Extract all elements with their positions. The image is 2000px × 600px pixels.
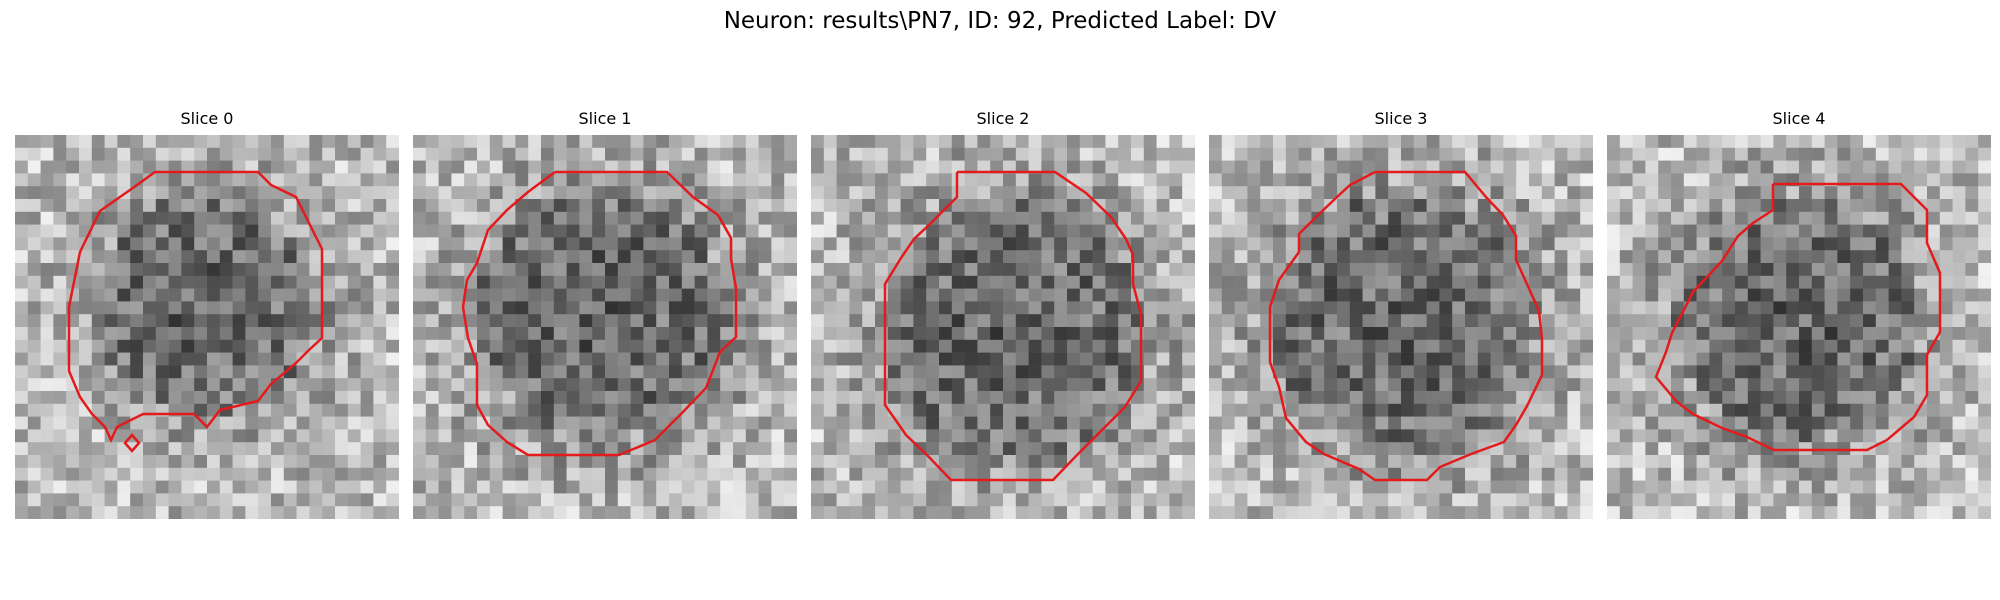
slice-title: Slice 0	[180, 109, 234, 128]
slice-panel-3: Slice 3	[1209, 108, 1593, 519]
slice-panel-0: Slice 0	[15, 108, 399, 519]
slice-title: Slice 4	[1772, 109, 1826, 128]
slice-image	[1209, 135, 1593, 519]
segmentation-contour	[883, 170, 1143, 482]
segmentation-contour	[123, 433, 141, 453]
slice-image	[1607, 135, 1991, 519]
slice-title: Slice 2	[976, 109, 1030, 128]
segmentation-contour	[1654, 182, 1942, 452]
slice-panel-1: Slice 1	[413, 108, 797, 519]
slice-panel-4: Slice 4	[1607, 108, 1991, 519]
slice-title: Slice 3	[1374, 109, 1428, 128]
segmentation-contour	[1268, 170, 1544, 482]
slice-image	[15, 135, 399, 519]
segmentation-contour	[67, 170, 324, 443]
slice-panel-2: Slice 2	[811, 108, 1195, 519]
segmentation-contour	[461, 170, 738, 457]
slice-title: Slice 1	[578, 109, 632, 128]
slice-image	[811, 135, 1195, 519]
slice-image	[413, 135, 797, 519]
figure-title: Neuron: results\PN7, ID: 92, Predicted L…	[723, 8, 1277, 34]
